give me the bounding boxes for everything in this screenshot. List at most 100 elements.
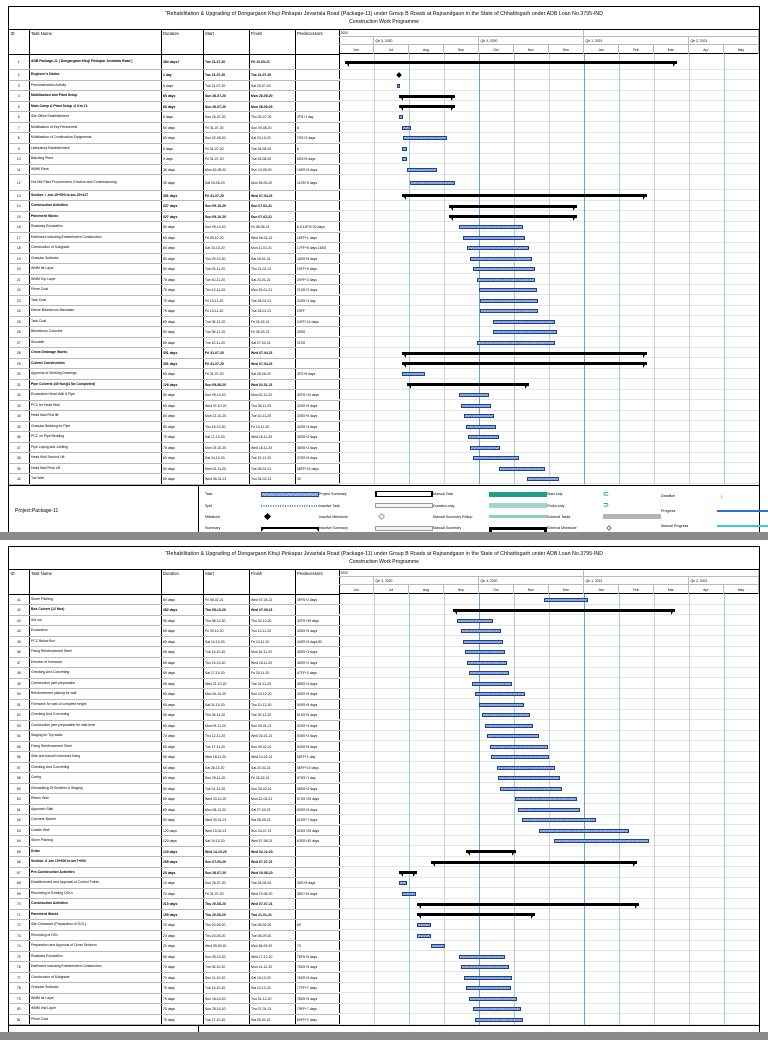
gantt-task-bar[interactable] [469,671,509,675]
gantt-summary-bar[interactable] [345,61,677,64]
col-header-finish-2[interactable]: Finish [249,570,295,594]
gantt-summary-bar[interactable] [399,871,417,874]
gantt-task-bar[interactable] [410,181,455,185]
col-header-predecessors-2[interactable]: Predecessors [295,570,339,594]
gantt-bars-area-2[interactable] [339,594,759,1025]
col-header-start-2[interactable]: Start [203,570,249,594]
gantt-task-bar[interactable] [475,692,525,696]
gantt-summary-bar[interactable] [399,95,455,98]
gantt-task-bar[interactable] [482,713,530,717]
gantt-task-bar[interactable] [473,1007,521,1011]
gantt-task-bar[interactable] [397,84,400,88]
gantt-task-bar[interactable] [497,766,555,770]
gantt-summary-bar[interactable] [449,215,577,218]
gantt-task-bar[interactable] [527,477,559,481]
gantt-summary-bar[interactable] [399,105,455,108]
gantt-task-bar[interactable] [522,818,596,822]
col-header-duration[interactable]: Duration [161,30,203,54]
gantt-task-bar[interactable] [493,320,555,324]
gantt-task-bar[interactable] [407,168,437,172]
gantt-task-bar[interactable] [461,629,501,633]
gantt-task-bar[interactable] [491,755,549,759]
gantt-task-bar[interactable] [490,745,548,749]
gantt-task-bar[interactable] [431,944,445,948]
gantt-task-bar[interactable] [459,955,505,959]
gantt-task-bar[interactable] [472,682,512,686]
gantt-task-bar[interactable] [464,976,512,980]
gantt-task-bar[interactable] [402,126,411,130]
gantt-task-bar[interactable] [465,650,505,654]
gantt-summary-bar[interactable] [449,205,577,208]
gantt-task-bar[interactable] [402,892,416,896]
col-header-id-2[interactable]: ID [9,570,29,594]
gantt-summary-bar[interactable] [431,861,637,864]
gantt-task-bar[interactable] [479,703,524,707]
gantt-summary-bar[interactable] [417,903,639,906]
gantt-task-bar[interactable] [539,829,629,833]
gantt-task-bar[interactable] [499,467,545,471]
gantt-summary-bar[interactable] [466,850,516,853]
gantt-task-bar[interactable] [461,965,509,969]
gantt-task-bar[interactable] [466,425,496,429]
gantt-task-bar[interactable] [493,330,557,334]
gantt-task-bar[interactable] [399,881,407,885]
col-header-predecessors[interactable]: Predecessors [295,30,339,54]
gantt-task-bar[interactable] [467,661,507,665]
gantt-task-bar[interactable] [479,288,537,292]
col-header-finish[interactable]: Finish [249,30,295,54]
gantt-task-bar[interactable] [399,115,403,119]
gantt-summary-bar[interactable] [402,194,647,197]
gantt-task-bar[interactable] [402,157,407,161]
gantt-task-bar[interactable] [470,257,532,261]
gantt-task-bar[interactable] [402,147,407,151]
col-header-task-name[interactable]: Task Name [29,30,161,54]
